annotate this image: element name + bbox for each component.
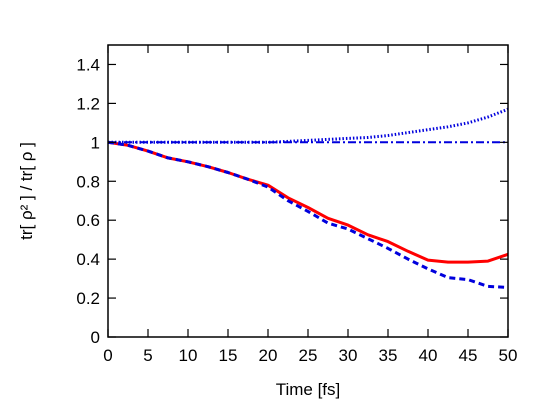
- x-tick-label: 10: [179, 346, 198, 365]
- y-tick-label: 0: [91, 328, 100, 347]
- x-axis-title: Time [fs]: [276, 380, 341, 399]
- series-line-solid: [107, 140, 509, 264]
- x-tick-label: 15: [219, 346, 238, 365]
- x-tick-label: 5: [143, 346, 152, 365]
- y-axis-title: tr[ ρ² ] / tr[ ρ ]: [17, 142, 36, 240]
- y-tick-label: 1.2: [76, 94, 100, 113]
- x-tick-label: 35: [379, 346, 398, 365]
- x-tick-label: 50: [499, 346, 518, 365]
- plot-frame: [107, 44, 509, 338]
- y-tick-label: 0.2: [76, 289, 100, 308]
- y-tick-label: 1: [91, 133, 100, 152]
- y-tick-label: 0.4: [76, 250, 100, 269]
- y-tick-label: 0.8: [76, 172, 100, 191]
- x-tick-label: 40: [419, 346, 438, 365]
- x-tick-label: 25: [299, 346, 318, 365]
- series-layer: [107, 107, 509, 289]
- labels-layer: 0 5 10 15 20 25 30 35 40 45 50 0 0.2 0.4 0.6 0.8 1 1.2 1.4: [76, 55, 517, 365]
- ticks-layer: [107, 45, 509, 338]
- x-tick-label: 20: [259, 346, 278, 365]
- x-tick-label: 45: [459, 346, 478, 365]
- x-tick-label: 30: [339, 346, 358, 365]
- y-tick-label: 0.6: [76, 211, 100, 230]
- y-tick-label: 1.4: [76, 55, 100, 74]
- series-line-dotted: [108, 107, 509, 144]
- series-line-dashed: [107, 140, 509, 289]
- x-tick-label: 0: [103, 346, 112, 365]
